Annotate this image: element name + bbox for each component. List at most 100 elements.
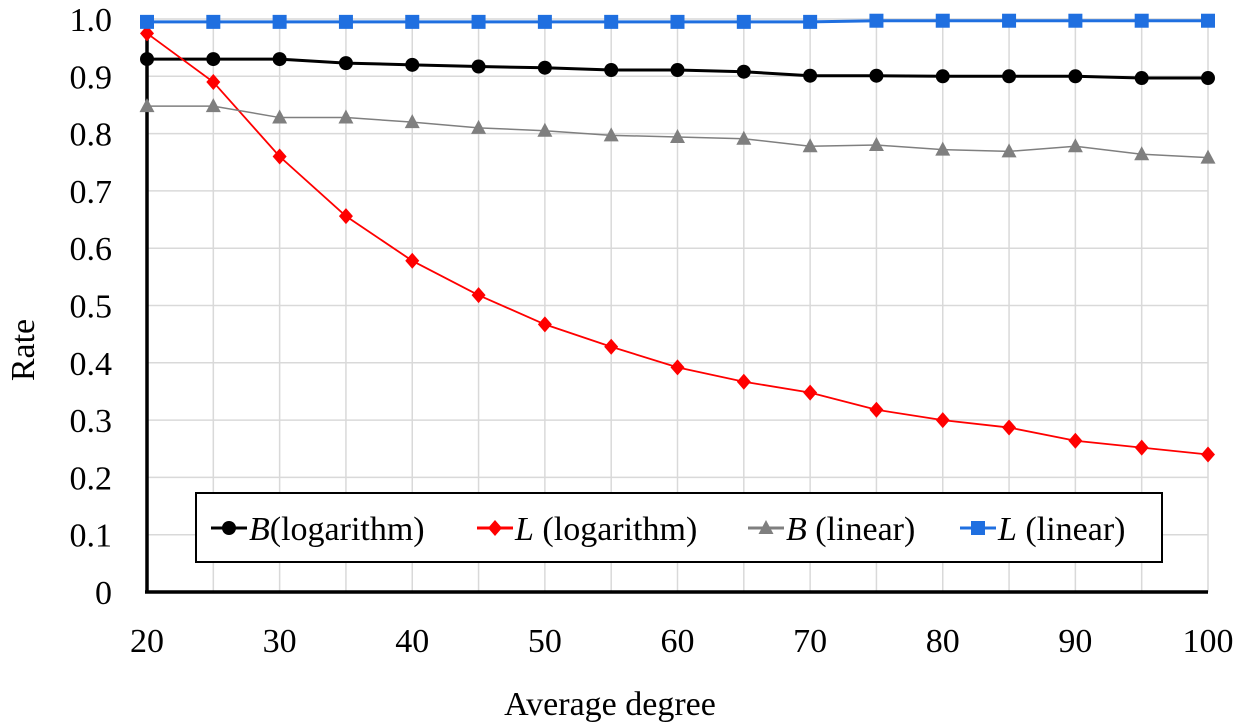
y-tick-label: 0.8 — [70, 117, 113, 154]
data-point — [670, 129, 685, 144]
legend-marker — [758, 520, 774, 534]
data-point — [1002, 13, 1017, 28]
legend-label: L (linear) — [997, 511, 1125, 548]
data-point — [603, 127, 619, 142]
data-point — [869, 68, 884, 83]
legend-label: B(logarithm) — [249, 511, 425, 548]
y-tick-label: 0.1 — [70, 518, 113, 555]
data-point — [140, 25, 154, 42]
y-tick-label: 0.2 — [70, 460, 113, 497]
data-point — [206, 74, 221, 91]
data-point — [935, 69, 950, 84]
legend-symbol: L — [997, 511, 1017, 548]
legend-entry: B (linear) — [748, 511, 915, 548]
legend-descriptor: (linear) — [1017, 511, 1126, 548]
legend-descriptor: (logarithm) — [534, 511, 697, 548]
data-point — [537, 14, 552, 29]
y-tick-label: 0.6 — [70, 231, 113, 268]
legend-marker — [488, 520, 502, 536]
data-point — [537, 60, 552, 75]
data-point — [935, 412, 950, 429]
data-point — [139, 98, 155, 113]
data-point — [803, 14, 818, 29]
data-point — [736, 64, 751, 79]
data-point — [1200, 149, 1216, 164]
data-point — [1068, 69, 1083, 84]
legend-entry: L (linear) — [960, 511, 1125, 548]
y-axis-title: Rate — [5, 319, 42, 381]
data-point — [338, 14, 353, 29]
series-b-triangle — [139, 98, 1216, 164]
data-point — [206, 14, 221, 29]
data-point — [1201, 13, 1215, 28]
data-point — [404, 114, 420, 129]
x-axis: 20 30 40 50 60 70 80 90 100 — [130, 590, 1234, 660]
data-point — [272, 52, 287, 67]
data-point — [537, 316, 552, 333]
data-point — [604, 62, 619, 77]
data-point — [1134, 146, 1150, 161]
data-point — [604, 14, 619, 29]
y-tick-label: 0.5 — [70, 289, 113, 326]
data-point — [1201, 446, 1215, 463]
legend-symbol: B — [249, 511, 270, 548]
data-point — [338, 56, 353, 71]
data-point — [338, 208, 353, 225]
x-tick-label: 60 — [661, 623, 695, 660]
x-tick-label: 40 — [395, 623, 429, 660]
data-point — [338, 109, 354, 124]
data-point — [1068, 13, 1083, 28]
legend-descriptor: (logarithm) — [270, 511, 425, 548]
y-tick-label: 0.9 — [70, 59, 113, 96]
data-point — [604, 338, 619, 355]
data-point — [803, 68, 818, 83]
y-tick-label: 1.0 — [70, 2, 113, 39]
data-point — [272, 14, 287, 29]
y-axis: 0 0.1 0.2 0.3 0.4 0.5 0.6 0.7 0.8 0.9 1.0 — [70, 2, 149, 612]
series-l-square — [140, 13, 1215, 29]
data-point — [206, 52, 221, 67]
data-point — [471, 59, 486, 74]
data-point — [670, 14, 685, 29]
legend-descriptor: (linear) — [807, 511, 916, 548]
x-tick-label: 70 — [793, 623, 827, 660]
data-point — [405, 14, 420, 29]
x-axis-title: Average degree — [504, 686, 716, 723]
data-point — [471, 287, 486, 304]
data-point — [1001, 143, 1017, 158]
data-point — [1002, 419, 1017, 436]
data-point — [272, 148, 287, 165]
x-tick-label: 30 — [263, 623, 297, 660]
legend-marker — [971, 521, 985, 535]
data-point — [1067, 138, 1083, 153]
series-l-diamond — [140, 25, 1215, 463]
data-point — [272, 109, 288, 124]
legend-symbol: B — [786, 511, 807, 548]
data-point — [869, 401, 884, 418]
x-tick-label: 50 — [528, 623, 562, 660]
x-tick-label: 90 — [1058, 623, 1092, 660]
legend-symbol: L — [514, 511, 534, 548]
data-point — [802, 138, 818, 153]
x-tick-label: 100 — [1183, 623, 1234, 660]
data-point — [869, 13, 884, 28]
data-point — [1002, 69, 1017, 84]
data-point — [803, 384, 818, 401]
data-point — [140, 14, 154, 29]
data-point — [140, 52, 154, 67]
data-point — [736, 14, 751, 29]
x-tick-label: 80 — [926, 623, 960, 660]
data-point — [670, 62, 685, 77]
series-b-circle — [140, 52, 1215, 86]
y-tick-label: 0.4 — [70, 346, 113, 383]
data-point — [935, 13, 950, 28]
legend: B(logarithm) L (logarithm) B (linear) L (li… — [195, 492, 1163, 563]
series-layer — [139, 13, 1216, 463]
data-point — [471, 14, 486, 29]
data-point — [537, 122, 553, 137]
legend-label: B (linear) — [786, 511, 915, 548]
data-point — [736, 373, 751, 390]
data-point — [736, 130, 752, 145]
data-point — [1134, 439, 1149, 456]
